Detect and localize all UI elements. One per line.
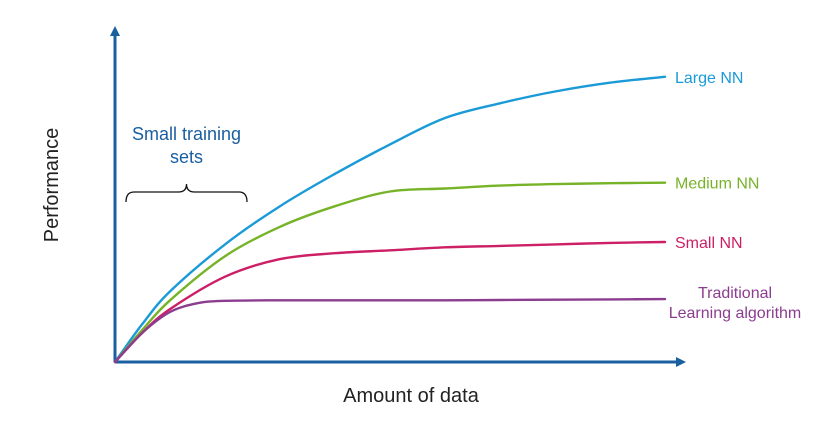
series-layer: Large NN Medium NN Small NN Traditional Lear…	[113, 70, 802, 364]
traditional-learning-line	[113, 297, 667, 364]
small-training-sets-annotation: Small training sets	[125, 124, 248, 203]
x-axis-label: Amount of data	[343, 385, 480, 407]
annotation-text-line-2: sets	[170, 147, 203, 167]
traditional-learning-label: Traditional Learning algorithm	[669, 285, 802, 322]
y-axis-label: Performance	[41, 128, 63, 243]
medium-nn-line	[113, 181, 667, 364]
brace-marker	[125, 183, 248, 203]
large-nn-line	[113, 75, 667, 364]
large-nn-label: Large NN	[675, 70, 743, 87]
small-nn-line	[113, 240, 667, 364]
small-nn-label: Small NN	[675, 235, 743, 252]
medium-nn-label: Medium NN	[675, 176, 759, 193]
annotation-text-line-1: Small training	[132, 124, 241, 144]
